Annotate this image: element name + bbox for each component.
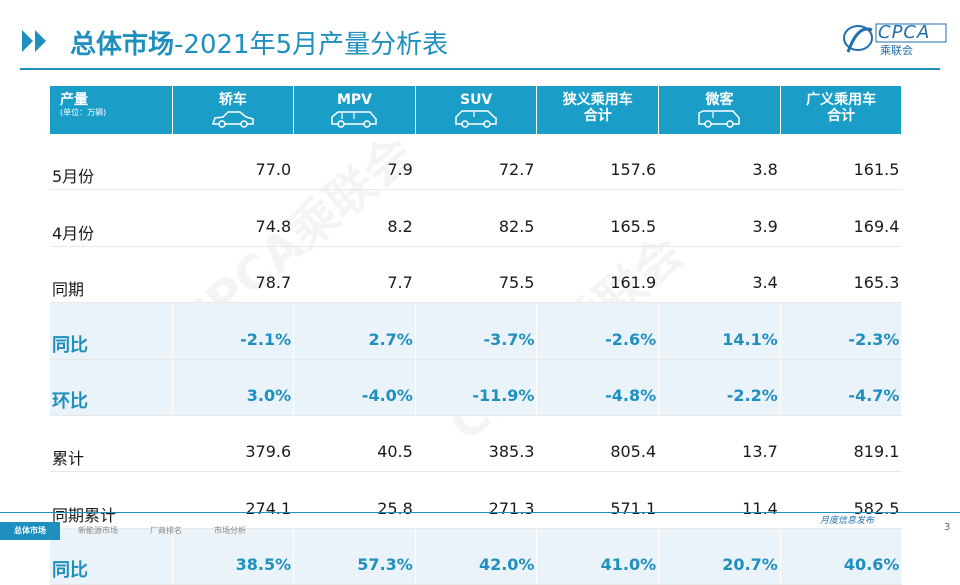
row-label: 同期累计 xyxy=(50,471,173,529)
table-row: 4月份 74.8 8.2 82.5 165.5 3.9 169.4 xyxy=(50,189,903,247)
cell: 385.3 xyxy=(415,415,538,473)
column-label-line2: 合计 xyxy=(827,108,856,124)
cell: 40.5 xyxy=(293,415,416,473)
tab-manufacturer-ranking[interactable]: 厂商排名 xyxy=(150,526,182,535)
cell: -4.8% xyxy=(536,359,660,416)
table-row: 同期 78.7 7.7 75.5 161.9 3.4 165.3 xyxy=(50,246,903,304)
table-row-pct: 同比 -2.1% 2.7% -3.7% -2.6% 14.1% -2.3% xyxy=(50,302,903,360)
tab-new-energy-market[interactable]: 新能源市场 xyxy=(78,526,118,535)
cell: 3.9 xyxy=(658,189,781,247)
cell: 3.8 xyxy=(658,134,781,191)
cell: 82.5 xyxy=(415,189,538,247)
cell: 571.1 xyxy=(536,471,660,529)
column-label-line1: 狭义乘用车 xyxy=(562,92,633,108)
cell: 11.4 xyxy=(658,471,781,529)
column-header: 微客 xyxy=(658,86,781,134)
cell: 274.1 xyxy=(172,471,295,529)
suv-icon xyxy=(455,110,497,128)
cell: 819.1 xyxy=(780,415,903,473)
cell: 14.1% xyxy=(658,302,781,360)
cell: 3.4 xyxy=(658,246,781,304)
column-header: 轿车 xyxy=(172,86,295,134)
column-label-line2: 合计 xyxy=(583,108,612,124)
cell: -4.7% xyxy=(780,359,903,416)
row-label: 5月份 xyxy=(50,134,173,191)
cell: 161.9 xyxy=(536,246,660,304)
cell: 157.6 xyxy=(536,134,660,191)
title-bold: 总体市场 xyxy=(70,30,175,60)
table-header-row: 产量 (单位：万辆) 轿车 MPV xyxy=(50,86,903,134)
sedan-icon xyxy=(211,111,254,128)
cell: 161.5 xyxy=(780,134,903,191)
cell: 13.7 xyxy=(658,415,781,473)
footer-divider xyxy=(0,512,960,513)
logo-brand: CPCA xyxy=(878,22,931,43)
cell: 25.8 xyxy=(293,471,416,529)
page-title: 总体市场-2021年5月产量分析表 xyxy=(70,24,448,61)
cell: 169.4 xyxy=(780,189,903,247)
title-divider xyxy=(20,68,940,70)
cell: 8.2 xyxy=(293,189,416,247)
cell: 3.0% xyxy=(172,359,295,416)
row-label: 累计 xyxy=(50,415,173,473)
row-label: 4月份 xyxy=(50,189,173,247)
cell: 75.5 xyxy=(415,246,538,304)
column-label: 微客 xyxy=(705,92,734,108)
mpv-icon xyxy=(331,111,378,128)
cell: 40.6% xyxy=(780,528,903,585)
cell: 78.7 xyxy=(172,246,295,304)
column-header: SUV xyxy=(415,86,538,134)
cell: -2.6% xyxy=(536,302,660,360)
cell: 7.9 xyxy=(293,134,416,191)
cell: 7.7 xyxy=(293,246,416,304)
page-number: 3 xyxy=(944,522,951,533)
column-label: SUV xyxy=(459,92,493,108)
cell: 74.8 xyxy=(172,189,295,247)
column-label: 轿车 xyxy=(218,92,247,108)
cell: 77.0 xyxy=(172,134,295,191)
table-row: 累计 379.6 40.5 385.3 805.4 13.7 819.1 xyxy=(50,415,903,473)
column-label: MPV xyxy=(336,92,372,108)
corner-unit: (单位：万辆) xyxy=(60,108,107,117)
cell: 57.3% xyxy=(293,528,416,585)
tab-overall-market[interactable]: 总体市场 xyxy=(0,522,60,540)
cell: 41.0% xyxy=(536,528,660,585)
cell: -4.0% xyxy=(293,359,416,416)
cell: -11.9% xyxy=(415,359,538,416)
cell: 165.5 xyxy=(536,189,660,247)
row-label: 同期 xyxy=(50,246,173,304)
monthly-release-label: 月度信息发布 xyxy=(820,516,875,526)
column-header: MPV xyxy=(293,86,416,134)
table-row: 5月份 77.0 7.9 72.7 157.6 3.8 161.5 xyxy=(50,134,903,191)
title-rest: -2021年5月产量分析表 xyxy=(174,30,449,60)
table-row-pct: 环比 3.0% -4.0% -11.9% -4.8% -2.2% -4.7% xyxy=(50,359,903,416)
footer-tabs: 总体市场 新能源市场 厂商排名 市场分析 xyxy=(0,522,264,540)
cell: 2.7% xyxy=(293,302,416,360)
title-arrows-icon xyxy=(22,30,48,52)
cell: 165.3 xyxy=(780,246,903,304)
column-header: 狭义乘用车 合计 xyxy=(536,86,660,134)
cell: 805.4 xyxy=(536,415,660,473)
production-table: 产量 (单位：万辆) 轿车 MPV xyxy=(50,86,903,585)
table-row: 同期累计 274.1 25.8 271.3 571.1 11.4 582.5 xyxy=(50,471,903,529)
cell: 271.3 xyxy=(415,471,538,529)
corner-cell: 产量 (单位：万辆) xyxy=(50,86,173,134)
cell: -2.3% xyxy=(780,302,903,360)
corner-label: 产量 xyxy=(60,92,88,108)
column-label-line1: 广义乘用车 xyxy=(806,92,877,108)
tab-market-analysis[interactable]: 市场分析 xyxy=(214,526,246,535)
row-label: 环比 xyxy=(50,359,173,416)
cpca-logo-icon xyxy=(843,23,947,53)
cell: -2.1% xyxy=(172,302,295,360)
row-label: 同比 xyxy=(50,302,173,360)
cell: -2.2% xyxy=(658,359,781,416)
logo-sub: 乘联会 xyxy=(880,44,913,57)
minivan-icon xyxy=(698,110,741,128)
cell: 20.7% xyxy=(658,528,781,585)
cell: 42.0% xyxy=(415,528,538,585)
cell: 379.6 xyxy=(172,415,295,473)
column-header: 广义乘用车 合计 xyxy=(780,86,903,134)
cell: -3.7% xyxy=(415,302,538,360)
cell: 72.7 xyxy=(415,134,538,191)
